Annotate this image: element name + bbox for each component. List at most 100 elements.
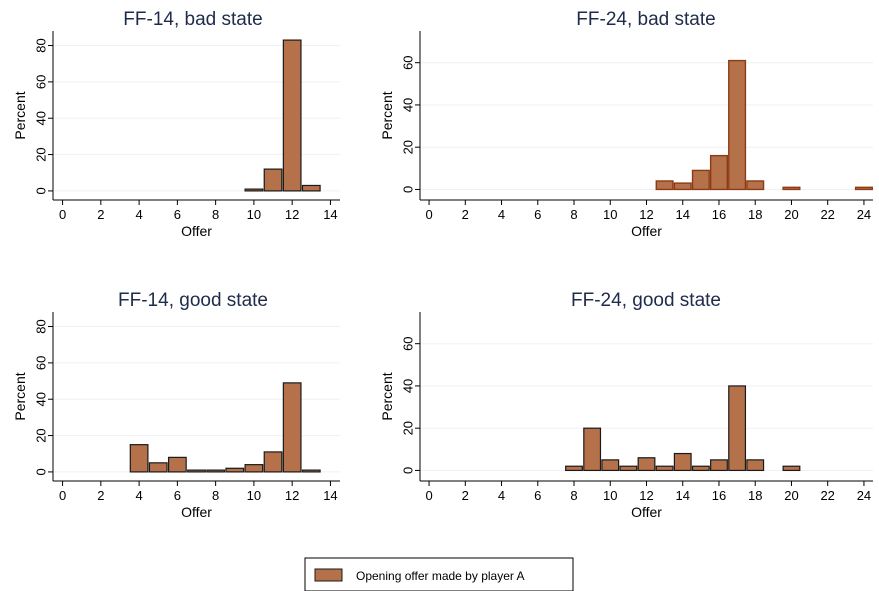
- bar: [691, 465, 710, 472]
- legend-swatch: [314, 568, 343, 582]
- bar: [782, 186, 801, 191]
- x-tick-label: 14: [676, 207, 690, 222]
- bar: [148, 462, 168, 473]
- bar: [673, 452, 692, 472]
- bar: [565, 465, 583, 472]
- x-tick-label: 12: [285, 207, 299, 222]
- y-tick-label: 80: [34, 38, 49, 52]
- bar: [263, 168, 283, 192]
- x-tick-label: 0: [425, 207, 432, 222]
- y-axis-title: Percent: [12, 372, 28, 420]
- y-tick-label: 40: [34, 111, 49, 125]
- bar: [619, 465, 638, 472]
- bar: [782, 465, 801, 472]
- y-tick-label: 20: [34, 428, 49, 442]
- x-tick-label: 0: [59, 207, 66, 222]
- y-tick-label: 0: [34, 187, 49, 194]
- x-tick-label: 8: [212, 488, 219, 503]
- x-tick-label: 4: [498, 207, 505, 222]
- y-tick-label: 0: [401, 467, 416, 474]
- bar: [225, 467, 245, 473]
- bar: [129, 444, 149, 473]
- y-tick-label: 40: [34, 392, 49, 406]
- x-tick-label: 6: [534, 488, 541, 503]
- x-tick-label: 16: [712, 488, 726, 503]
- x-axis-title: Offer: [181, 223, 212, 239]
- chart-title: FF-24, bad state: [576, 9, 715, 30]
- x-tick-label: 4: [135, 207, 142, 222]
- x-tick-label: 8: [212, 207, 219, 222]
- x-tick-label: 18: [748, 207, 762, 222]
- bar: [673, 182, 692, 191]
- bar: [282, 382, 302, 473]
- y-tick-label: 40: [401, 379, 416, 393]
- x-axis-title: Offer: [631, 504, 662, 520]
- x-tick-label: 20: [784, 488, 798, 503]
- y-axis-title: Percent: [12, 91, 28, 139]
- x-tick-label: 8: [570, 207, 577, 222]
- legend-label: Opening offer made by player A: [356, 569, 525, 583]
- bar: [301, 469, 321, 473]
- bar: [655, 180, 674, 191]
- x-tick-label: 2: [462, 207, 469, 222]
- bar: [728, 59, 747, 191]
- legend: Opening offer made by player A: [304, 557, 574, 591]
- x-tick-label: 22: [820, 207, 834, 222]
- x-tick-label: 14: [323, 207, 337, 222]
- bar: [263, 451, 283, 473]
- bar: [244, 188, 264, 192]
- bar: [301, 184, 321, 192]
- bar: [206, 469, 226, 473]
- x-tick-label: 8: [570, 488, 577, 503]
- x-tick-label: 2: [97, 488, 104, 503]
- x-tick-label: 4: [135, 488, 142, 503]
- x-tick-label: 2: [462, 488, 469, 503]
- bar: [854, 186, 873, 191]
- bar: [244, 464, 264, 473]
- x-tick-label: 24: [857, 488, 871, 503]
- y-axis-title: Percent: [379, 372, 395, 420]
- y-tick-label: 60: [401, 55, 416, 69]
- chart-title: FF-14, bad state: [123, 9, 262, 30]
- y-tick-label: 60: [34, 356, 49, 370]
- x-tick-label: 4: [498, 488, 505, 503]
- y-tick-label: 60: [401, 336, 416, 350]
- x-tick-label: 10: [603, 207, 617, 222]
- x-tick-label: 0: [425, 488, 432, 503]
- y-tick-label: 20: [401, 421, 416, 435]
- x-tick-label: 12: [639, 488, 653, 503]
- x-tick-label: 14: [323, 488, 337, 503]
- x-tick-label: 16: [712, 207, 726, 222]
- y-tick-label: 20: [401, 140, 416, 154]
- bar: [691, 169, 710, 191]
- y-axis-title: Percent: [379, 91, 395, 139]
- y-tick-label: 0: [34, 468, 49, 475]
- panel-ff14-good: FF-14, good state 0 20 40 60 80 0 2 4 6 8 10 12 14 Off…: [12, 290, 340, 520]
- x-tick-label: 10: [247, 207, 261, 222]
- x-tick-label: 14: [676, 488, 690, 503]
- x-tick-label: 2: [97, 207, 104, 222]
- bar: [710, 459, 728, 472]
- panel-ff14-bad: FF-14, bad state 0 20 40 60 80 0 2 4 6 8 10 12 14 Offe…: [12, 9, 340, 239]
- bar: [282, 39, 302, 192]
- bar: [637, 457, 656, 472]
- y-tick-label: 40: [401, 98, 416, 112]
- x-tick-label: 12: [639, 207, 653, 222]
- x-tick-label: 6: [174, 207, 181, 222]
- bar: [728, 385, 747, 472]
- x-tick-label: 6: [174, 488, 181, 503]
- bar: [601, 459, 620, 472]
- x-tick-label: 12: [285, 488, 299, 503]
- bar: [746, 180, 765, 191]
- bar: [167, 456, 187, 473]
- x-tick-label: 0: [59, 488, 66, 503]
- x-tick-label: 10: [603, 488, 617, 503]
- bar: [187, 469, 206, 473]
- bar: [709, 154, 729, 191]
- x-tick-label: 20: [784, 207, 798, 222]
- chart-title: FF-24, good state: [571, 290, 721, 311]
- y-tick-label: 60: [34, 75, 49, 89]
